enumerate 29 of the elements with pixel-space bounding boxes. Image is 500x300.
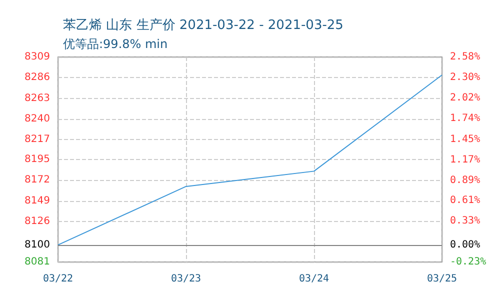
x-tick-label: 03/24 — [298, 274, 330, 284]
y2-tick-label: 0.89% — [450, 174, 480, 186]
y2-tick-label: 0.61% — [450, 195, 480, 206]
y-tick-label: 8217 — [24, 134, 50, 146]
y2-tick-label: 1.74% — [450, 112, 480, 124]
y-tick-label: 8195 — [24, 154, 50, 165]
x-tick-label: 03/25 — [426, 274, 458, 284]
y2-tick-label: 1.45% — [450, 134, 480, 145]
y2-tick-label: 2.30% — [450, 72, 480, 83]
y2-tick-label: 0.33% — [450, 216, 480, 227]
y-tick-label: 8172 — [24, 174, 50, 186]
chart-subtitle: 优等品:99.8% min — [63, 37, 168, 51]
y-tick-label: 8263 — [24, 92, 50, 104]
y-tick-label: 8126 — [24, 216, 50, 228]
y-tick-label: 8286 — [24, 72, 50, 84]
y-tick-label: 8149 — [24, 195, 50, 206]
x-tick-label: 03/23 — [170, 274, 202, 284]
y-tick-label: 8100 — [24, 239, 50, 250]
line-series — [58, 74, 442, 246]
y-tick-label: 8240 — [24, 114, 50, 125]
y-tick-label: 8309 — [24, 52, 50, 62]
y-tick-label: 8081 — [24, 256, 50, 268]
y2-tick-label: 0.00% — [450, 240, 480, 251]
y2-tick-label: 2.02% — [450, 92, 480, 104]
y2-tick-label: 1.17% — [450, 154, 480, 166]
x-tick-label: 03/22 — [42, 274, 74, 284]
chart-title: 苯乙烯 山东 生产价 2021-03-22 - 2021-03-25 — [63, 18, 344, 33]
y2-tick-label: -0.23% — [450, 256, 486, 268]
y2-tick-label: 2.58% — [450, 52, 480, 62]
